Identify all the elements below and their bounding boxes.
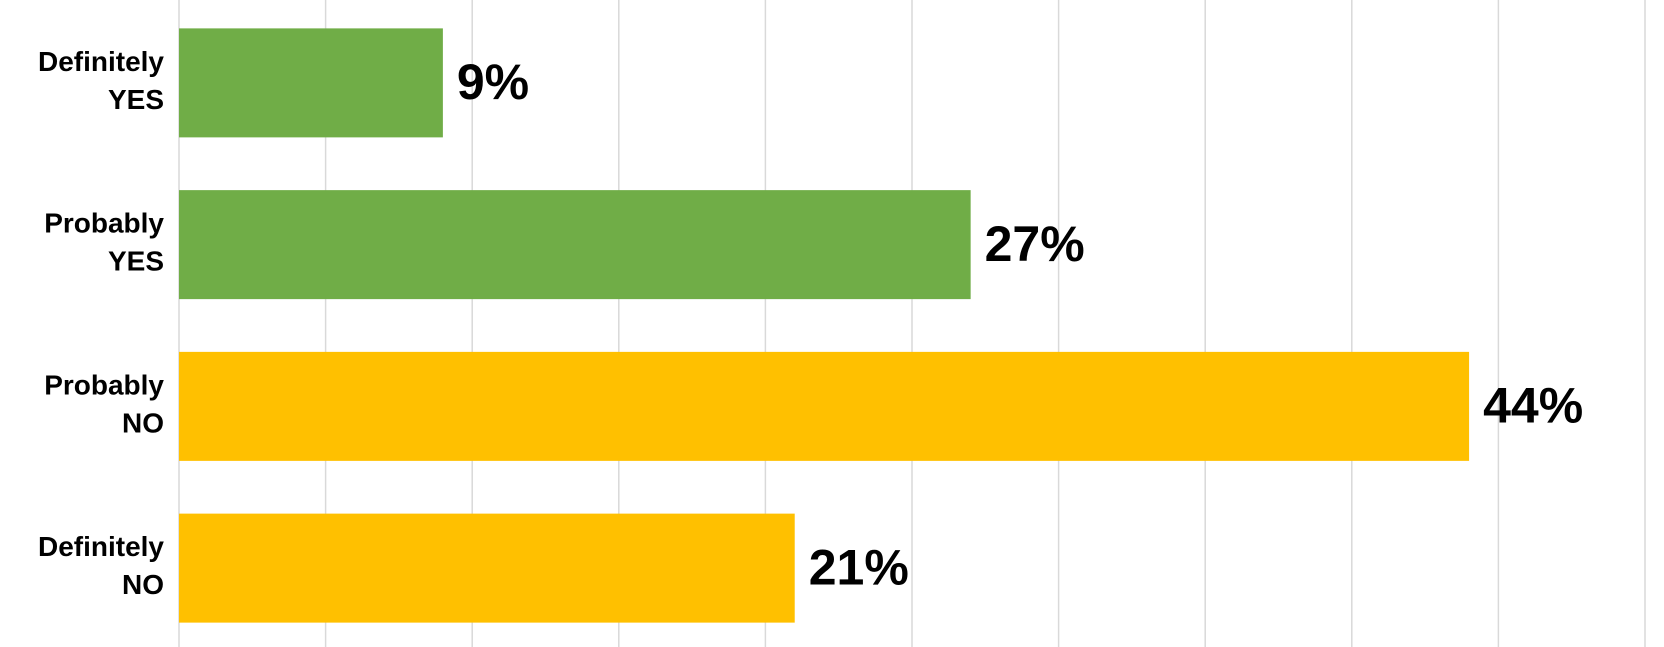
- bar: [179, 190, 971, 300]
- value-label: 9%: [457, 54, 529, 110]
- value-label: 21%: [809, 539, 909, 595]
- bar: [179, 351, 1470, 461]
- y-tick-label: Definitely NO: [38, 532, 164, 601]
- y-tick-label: Definitely YES: [38, 46, 164, 115]
- bar: [179, 513, 795, 623]
- value-label: 44%: [1483, 378, 1583, 434]
- bar: [179, 28, 443, 138]
- value-label: 27%: [985, 216, 1085, 272]
- y-tick-label: Probably NO: [44, 370, 164, 439]
- y-tick-label: Probably YES: [44, 208, 164, 277]
